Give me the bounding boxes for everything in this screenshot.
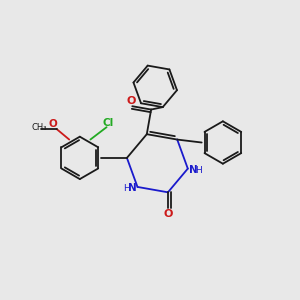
- Text: CH₃: CH₃: [32, 123, 47, 132]
- Text: Cl: Cl: [102, 118, 114, 128]
- Text: N: N: [128, 183, 136, 194]
- Text: H: H: [196, 166, 202, 175]
- Text: H: H: [123, 184, 130, 193]
- Text: O: O: [163, 209, 172, 219]
- Text: N: N: [189, 165, 197, 175]
- Text: O: O: [126, 96, 136, 106]
- Text: O: O: [49, 119, 58, 129]
